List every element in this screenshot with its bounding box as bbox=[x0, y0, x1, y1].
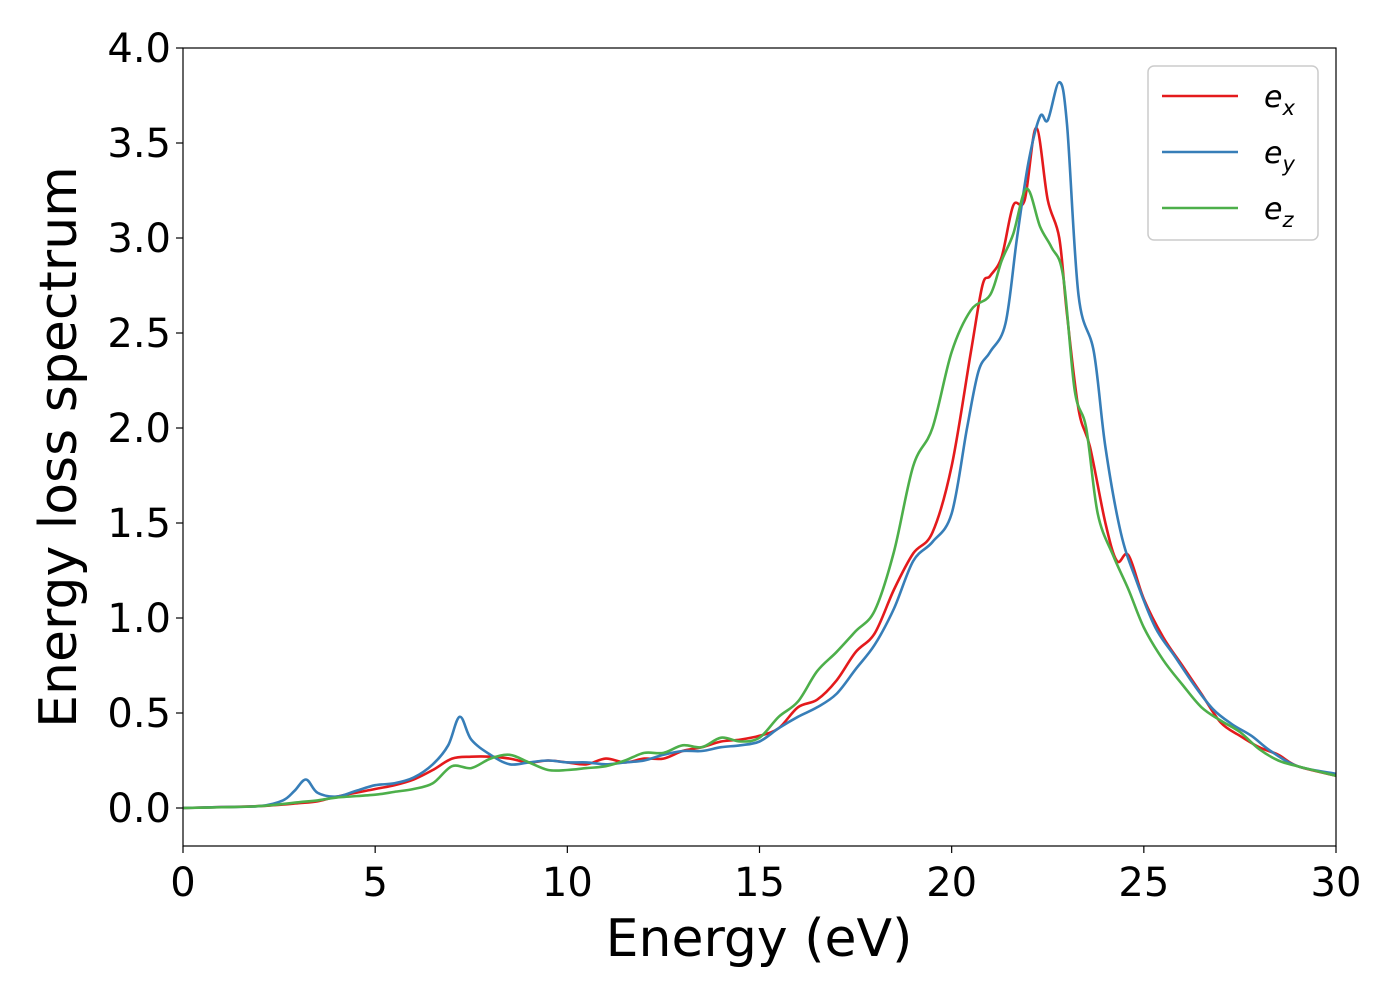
y-tick-label: 1.5 bbox=[107, 501, 171, 547]
series-line-ey bbox=[182, 80, 1337, 810]
x-tick-label: 25 bbox=[1118, 860, 1169, 906]
y-tick-label: 3.0 bbox=[107, 216, 171, 262]
legend: ex ey ez bbox=[1147, 65, 1319, 241]
y-axis-title: Energy loss spectrum bbox=[29, 166, 89, 728]
y-tick-label: 4.0 bbox=[107, 26, 171, 72]
x-tick-label: 15 bbox=[734, 860, 785, 906]
x-tick-label: 20 bbox=[926, 860, 977, 906]
x-tick-label: 10 bbox=[542, 860, 593, 906]
x-tick-label: 0 bbox=[170, 860, 195, 906]
y-tick-label: 0.0 bbox=[107, 786, 171, 832]
x-axis-title: Energy (eV) bbox=[606, 909, 913, 969]
x-axis: 0 5 10 15 20 25 30 bbox=[170, 846, 1361, 906]
y-tick-label: 2.5 bbox=[107, 311, 171, 357]
y-tick-label: 3.5 bbox=[107, 121, 171, 167]
series-line-ex bbox=[182, 126, 1337, 810]
plot-lines bbox=[182, 80, 1337, 810]
y-tick-label: 1.0 bbox=[107, 596, 171, 642]
y-tick-label: 0.5 bbox=[107, 691, 171, 737]
y-tick-label: 2.0 bbox=[107, 406, 171, 452]
x-tick-label: 30 bbox=[1311, 860, 1362, 906]
x-tick-label: 5 bbox=[362, 860, 387, 906]
series-line-ez bbox=[182, 187, 1337, 810]
legend-label-ey: ey bbox=[1264, 136, 1295, 176]
legend-label-ex: ex bbox=[1264, 80, 1295, 120]
y-axis: 0.0 0.5 1.0 1.5 2.0 2.5 3.0 3.5 4.0 bbox=[107, 26, 183, 832]
legend-label-ez: ez bbox=[1264, 192, 1294, 232]
